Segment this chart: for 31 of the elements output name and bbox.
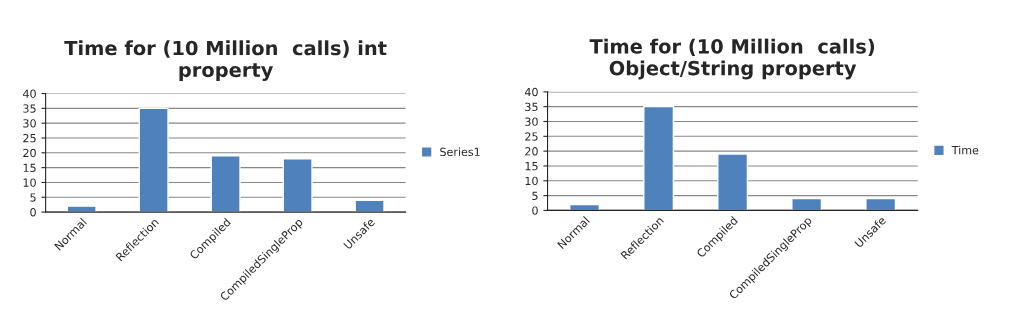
bar xyxy=(791,197,823,211)
y-tick-label: 40 xyxy=(524,87,538,97)
y-tick-label: 0 xyxy=(532,206,538,215)
y-tick-label: 25 xyxy=(23,133,36,143)
bar xyxy=(569,203,601,211)
y-tick-label: 0 xyxy=(30,208,36,217)
bar xyxy=(282,158,313,213)
legend-label: Series1 xyxy=(440,147,480,157)
y-tick-label: 40 xyxy=(23,89,36,98)
chart-title: Time for (10 Million calls) int property xyxy=(64,40,387,82)
y-tick-label: 30 xyxy=(23,119,36,128)
bar xyxy=(717,153,749,211)
y-tick-label: 10 xyxy=(525,176,538,186)
chart-title: Time for (10 Million calls) Object/String property xyxy=(589,38,875,80)
y-tick-label: 30 xyxy=(525,117,538,126)
y-tick-label: 5 xyxy=(532,191,538,200)
y-tick-label: 20 xyxy=(525,147,538,156)
bar xyxy=(138,107,169,213)
bar xyxy=(643,105,675,211)
y-tick-label: 25 xyxy=(525,132,538,141)
legend-label: Time xyxy=(951,145,979,155)
y-tick-label: 5 xyxy=(30,193,36,202)
y-tick-label: 15 xyxy=(525,162,538,171)
bar xyxy=(865,197,897,211)
y-tick-label: 35 xyxy=(23,104,36,113)
y-tick-label: 35 xyxy=(525,102,538,112)
y-tick-label: 20 xyxy=(23,148,36,158)
y-tick-label: 15 xyxy=(23,163,36,173)
bar xyxy=(210,155,241,213)
bar xyxy=(66,205,97,213)
y-tick-label: 10 xyxy=(23,178,36,187)
